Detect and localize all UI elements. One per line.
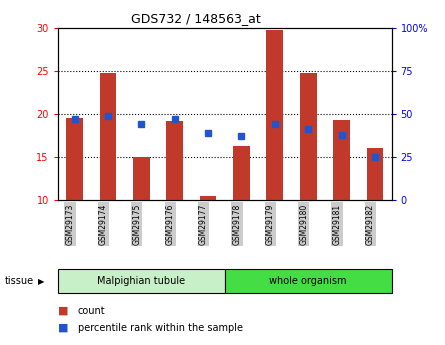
Text: GSM29176: GSM29176 — [166, 204, 174, 245]
Bar — [66, 118, 83, 200]
Bar — [267, 30, 283, 200]
Text: Malpighian tubule: Malpighian tubule — [97, 276, 186, 286]
Bar — [233, 146, 250, 200]
Text: count: count — [78, 306, 105, 315]
Bar — [166, 121, 183, 200]
Bar — [100, 73, 116, 200]
Text: tissue: tissue — [4, 276, 33, 286]
Text: ■: ■ — [58, 306, 69, 315]
Text: GSM29175: GSM29175 — [132, 204, 142, 245]
Text: GSM29181: GSM29181 — [332, 204, 342, 245]
Bar — [333, 120, 350, 200]
Text: GSM29179: GSM29179 — [266, 204, 275, 245]
Text: ▶: ▶ — [38, 277, 44, 286]
Text: GSM29177: GSM29177 — [199, 204, 208, 245]
Text: GSM29174: GSM29174 — [99, 204, 108, 245]
Text: whole organism: whole organism — [269, 276, 347, 286]
Text: GSM29173: GSM29173 — [65, 204, 75, 245]
Bar — [133, 157, 150, 200]
Text: GSM29182: GSM29182 — [366, 204, 375, 245]
Text: GDS732 / 148563_at: GDS732 / 148563_at — [131, 12, 261, 25]
Bar — [300, 73, 316, 200]
Bar — [200, 196, 216, 200]
Text: GSM29178: GSM29178 — [232, 204, 241, 245]
Text: GSM29180: GSM29180 — [299, 204, 308, 245]
Text: percentile rank within the sample: percentile rank within the sample — [78, 323, 243, 333]
Bar — [367, 148, 383, 200]
Text: ■: ■ — [58, 323, 69, 333]
